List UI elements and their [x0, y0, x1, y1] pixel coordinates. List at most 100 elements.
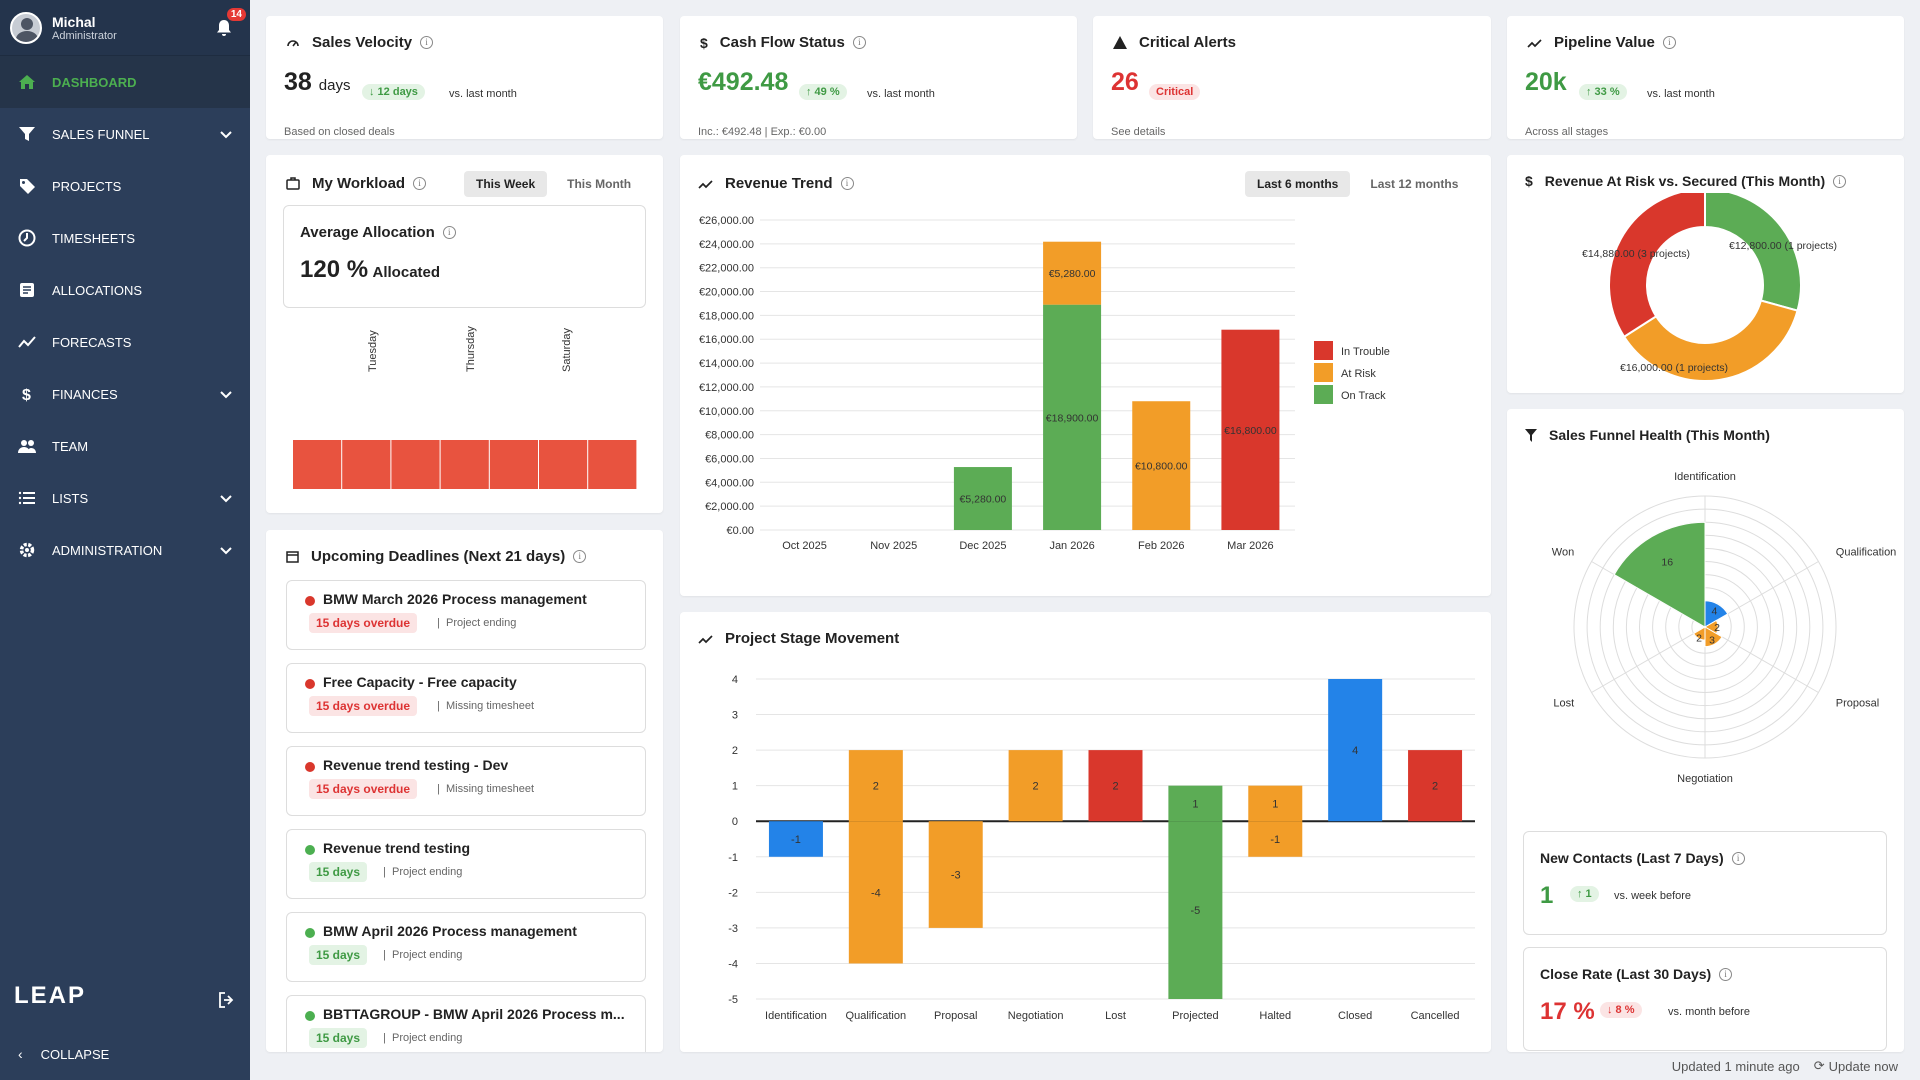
nav-item-finances[interactable]: $ FINANCES — [0, 368, 250, 420]
nav-item-allocations[interactable]: ALLOCATIONS — [0, 264, 250, 316]
nav-item-dashboard[interactable]: DASHBOARD — [0, 56, 250, 108]
deadline-item[interactable]: BMW March 2026 Process management 15 days… — [286, 580, 646, 650]
workload-bar — [342, 440, 391, 489]
legend-label: In Trouble — [1341, 346, 1390, 358]
average-allocation-box: Average Allocation i 120 % Allocated — [283, 205, 646, 308]
info-icon[interactable]: i — [840, 177, 854, 190]
info-icon[interactable]: i — [1719, 967, 1733, 981]
tab-last-6-months[interactable]: Last 6 months — [1245, 171, 1351, 197]
y-tick-label: €12,000.00 — [699, 382, 754, 394]
donut-slice — [1622, 299, 1799, 382]
critical-badge: Critical — [1149, 84, 1201, 100]
y-tick-label: €16,000.00 — [699, 334, 754, 346]
status-dot — [305, 928, 315, 938]
workload-bar — [539, 440, 588, 489]
average-allocation-unit: Allocated — [372, 264, 441, 281]
nav-label: DASHBOARD — [52, 74, 137, 90]
nav-item-lists[interactable]: LISTS — [0, 472, 250, 524]
donut-label: €12,800.00 (1 projects) — [1729, 240, 1837, 252]
stage-movement-card: Project Stage Movement -5 -4 -3 -2 -1 0 1 2 3 4 Id… — [680, 612, 1491, 1052]
revenue-bar — [1043, 304, 1102, 530]
cash-flow-title: Cash Flow Status — [719, 34, 845, 51]
chevron-down-icon — [220, 387, 232, 402]
deadline-item[interactable]: Revenue trend testing 15 days | Project en… — [286, 829, 646, 899]
nav-item-forecasts[interactable]: FORECASTS — [0, 316, 250, 368]
bar-data-label: -4 — [871, 887, 881, 899]
risk-title: Revenue At Risk vs. Secured (This Month) — [1544, 173, 1826, 189]
bar-data-label: 2 — [1112, 781, 1118, 793]
deadline-title: Free Capacity - Free capacity — [323, 674, 517, 690]
avatar[interactable] — [10, 11, 42, 44]
polar-value-label: 4 — [1712, 606, 1718, 618]
stage-movement-chart: -5 -4 -3 -2 -1 0 1 2 3 4 Identification Qualificati… — [728, 674, 1475, 1022]
chevron-down-icon — [220, 491, 232, 506]
polar-spoke — [1704, 626, 1819, 693]
warning-icon — [1113, 36, 1127, 49]
y-tick-label: €24,000.00 — [699, 239, 754, 251]
see-details-link[interactable]: See details — [1111, 126, 1166, 138]
svg-text:$: $ — [22, 387, 31, 403]
critical-alerts-title: Critical Alerts — [1139, 34, 1236, 51]
workload-chart: Tuesday Thursday Saturday — [293, 326, 637, 489]
deadline-title: BMW April 2026 Process management — [323, 923, 577, 939]
tab-this-month[interactable]: This Month — [567, 177, 632, 191]
team-icon — [18, 437, 36, 455]
bar-data-label: €10,800.00 — [1135, 461, 1188, 473]
bar-data-label: €18,900.00 — [1046, 412, 1099, 424]
cash-flow-delta: ↑ 49 % — [799, 84, 847, 100]
close-rate-card: Close Rate (Last 30 Days) i 17 % ↓ 8 % vs… — [1523, 947, 1887, 1051]
deadline-item[interactable]: Free Capacity - Free capacity 15 days ove… — [286, 663, 646, 733]
sales-velocity-card: Sales Velocity i 38 days ↓ 12 days vs. la… — [266, 16, 663, 139]
nav-item-administration[interactable]: ADMINISTRATION — [0, 524, 250, 576]
collapse-label: COLLAPSE — [40, 1046, 110, 1062]
deadline-type: | Missing timesheet — [437, 700, 535, 712]
info-icon[interactable]: i — [573, 550, 587, 563]
info-icon[interactable]: i — [1833, 174, 1847, 188]
polar-category-label: Identification — [1674, 471, 1736, 483]
nav-item-timesheets[interactable]: TIMESHEETS — [0, 212, 250, 264]
info-icon[interactable]: i — [1731, 851, 1745, 865]
gear-icon — [18, 541, 36, 559]
revenue-bar — [1043, 241, 1102, 305]
y-tick-label: €26,000.00 — [699, 215, 754, 227]
info-icon[interactable]: i — [1662, 36, 1676, 49]
deadline-item[interactable]: Revenue trend testing - Dev 15 days overd… — [286, 746, 646, 816]
nav-item-sales-funnel[interactable]: SALES FUNNEL — [0, 108, 250, 160]
tab-last-12-months[interactable]: Last 12 months — [1370, 177, 1459, 191]
notifications-button[interactable]: 14 — [212, 7, 246, 40]
x-tick-label: Projected — [1172, 1010, 1218, 1022]
chevron-down-icon — [220, 543, 232, 558]
info-icon[interactable]: i — [420, 36, 434, 49]
polar-category-label: Lost — [1553, 698, 1574, 710]
deadline-item[interactable]: BMW April 2026 Process management 15 days… — [286, 912, 646, 982]
nav-item-projects[interactable]: PROJECTS — [0, 160, 250, 212]
stage-bar — [1248, 785, 1303, 822]
stage-bar — [1008, 750, 1063, 822]
workload-bar — [293, 440, 342, 489]
logout-button[interactable] — [218, 991, 236, 1014]
collapse-button[interactable]: ‹ COLLAPSE — [0, 1028, 250, 1080]
pipeline-compare: vs. last month — [1647, 88, 1715, 100]
update-now-button[interactable]: ⟳ Update now — [1814, 1058, 1898, 1074]
funnel-icon — [1525, 428, 1537, 442]
main-nav: DASHBOARD SALES FUNNEL PROJECTS TIMESHEETS A… — [0, 56, 250, 576]
trend-icon — [1527, 38, 1542, 48]
info-icon[interactable]: i — [413, 177, 427, 190]
x-tick-label: Closed — [1338, 1010, 1372, 1022]
info-icon[interactable]: i — [852, 36, 866, 49]
info-icon[interactable]: i — [442, 226, 456, 239]
user-panel[interactable]: Michal Administrator 14 — [0, 0, 250, 56]
polar-value-label: 2 — [1714, 622, 1720, 634]
deadlines-title: Upcoming Deadlines (Next 21 days) — [311, 548, 566, 565]
x-tick-label: Cancelled — [1411, 1010, 1460, 1022]
bell-icon — [217, 19, 231, 36]
polar-slice — [1704, 626, 1723, 648]
list-icon — [18, 489, 36, 507]
tab-this-week[interactable]: This Week — [464, 171, 548, 197]
deadline-item[interactable]: BBTTAGROUP - BMW April 2026 Process m...… — [286, 995, 646, 1052]
sales-velocity-title: Sales Velocity — [312, 34, 413, 51]
nav-label: PROJECTS — [52, 178, 122, 194]
nav-item-team[interactable]: TEAM — [0, 420, 250, 472]
average-allocation-value: 120 % — [300, 256, 369, 283]
y-tick-label: €2,000.00 — [705, 501, 754, 513]
